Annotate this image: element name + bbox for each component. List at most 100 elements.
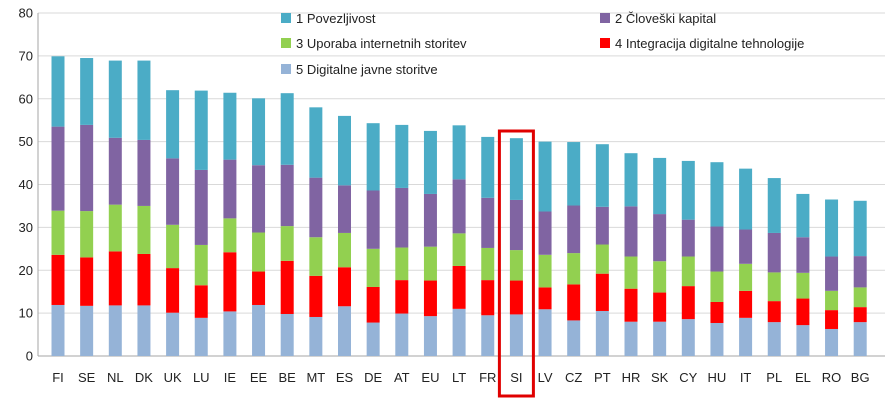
bar-segment-ee-s2: [252, 271, 266, 305]
bar-segment-it-s1: [739, 317, 753, 356]
bar-segment-ee-s1: [252, 304, 266, 356]
bar-segment-de-s1: [366, 322, 380, 356]
bar-segment-si-s4: [509, 199, 523, 251]
bar-segment-hu-s5: [710, 162, 724, 227]
bar-segment-hr-s5: [624, 153, 638, 207]
tick-labels: 0 10 20 30 40 50 60 70 80 FI SE NL DK UK LU IE EE BE MT ES D…: [19, 6, 870, 386]
bar-segment-cy-s5: [681, 160, 695, 220]
bar-segment-es-s3: [338, 232, 351, 268]
bar-segment-ro-s3: [825, 290, 839, 311]
bar-segment-lt-s1: [452, 308, 466, 356]
bar-segment-bg-s4: [853, 256, 867, 288]
y-tick-label: 0: [26, 349, 33, 364]
x-tick-label-cy: CY: [679, 370, 697, 385]
bar-segment-cz-s1: [567, 320, 581, 356]
x-tick-label-pt: PT: [594, 370, 611, 385]
bar-segment-hu-s4: [710, 226, 724, 272]
bar-segment-pl-s3: [767, 272, 781, 302]
x-tick-label-bg: BG: [851, 370, 870, 385]
bar-segment-lu-s4: [194, 169, 208, 245]
x-tick-label-sk: SK: [651, 370, 669, 385]
bar-segment-dk-s3: [137, 205, 151, 254]
bar-segment-sk-s5: [653, 157, 667, 215]
x-tick-label-si: SI: [510, 370, 522, 385]
legend-label-2: 2 Človeški kapital: [615, 11, 716, 26]
bar-segment-el-s3: [796, 272, 810, 299]
bar-segment-ro-s5: [825, 199, 839, 257]
bar-segment-ro-s2: [825, 310, 839, 329]
bar-segment-it-s3: [739, 263, 753, 291]
bar-segment-at-s5: [395, 124, 409, 188]
bar-segment-lv-s4: [538, 211, 552, 255]
bar-segment-ie-s1: [223, 311, 237, 356]
bar-segment-se-s3: [80, 211, 94, 258]
bar-segment-uk-s1: [166, 312, 180, 356]
bar-segment-hu-s3: [710, 271, 724, 302]
bar-segment-si-s3: [509, 250, 523, 281]
x-tick-label-hu: HU: [708, 370, 727, 385]
x-tick-label-lt: LT: [452, 370, 466, 385]
bar-segment-be-s5: [280, 93, 294, 165]
bar-segment-nl-s2: [108, 251, 122, 306]
bar-segment-hr-s2: [624, 288, 638, 322]
bar-segment-nl-s5: [108, 60, 122, 138]
bar-segment-lv-s2: [538, 287, 552, 310]
x-tick-label-lu: LU: [193, 370, 210, 385]
bar-segment-mt-s3: [309, 237, 323, 276]
bar-segment-hr-s4: [624, 206, 638, 257]
bar-segment-fr-s1: [481, 315, 495, 356]
bar-segment-el-s2: [796, 298, 810, 326]
x-tick-label-be: BE: [279, 370, 297, 385]
legend-swatch-1: [281, 13, 291, 23]
bar-segment-cz-s2: [567, 284, 581, 321]
bar-segment-lv-s5: [538, 141, 552, 212]
x-tick-label-dk: DK: [135, 370, 153, 385]
x-tick-label-el: EL: [795, 370, 811, 385]
y-tick-label: 60: [19, 91, 33, 106]
bar-segment-cy-s4: [681, 219, 695, 257]
bar-segment-hr-s1: [624, 321, 638, 356]
bar-segment-se-s5: [80, 58, 94, 125]
bar-segment-it-s5: [739, 168, 753, 230]
bar-segment-de-s4: [366, 190, 380, 249]
x-tick-label-uk: UK: [164, 370, 182, 385]
x-tick-label-it: IT: [740, 370, 752, 385]
x-tick-label-ie: IE: [224, 370, 237, 385]
bar-segment-uk-s3: [166, 224, 180, 269]
bar-segment-el-s5: [796, 193, 810, 238]
bar-segment-fi-s1: [51, 304, 65, 356]
highlight-box-si: [497, 129, 535, 398]
bar-segment-mt-s5: [309, 107, 323, 178]
bar-segment-cy-s3: [681, 256, 695, 287]
bar-segment-dk-s5: [137, 60, 151, 140]
bar-segment-fi-s4: [51, 126, 65, 211]
bar-segment-sk-s1: [653, 321, 667, 356]
x-tick-label-de: DE: [364, 370, 382, 385]
bar-segment-si-s2: [509, 280, 523, 315]
bar-segment-fi-s2: [51, 254, 65, 305]
bar-segment-lt-s5: [452, 125, 466, 180]
bar-segment-eu-s5: [423, 130, 437, 194]
bar-segment-sk-s3: [653, 261, 667, 293]
legend-swatch-4: [600, 38, 610, 48]
bar-segment-cz-s5: [567, 142, 581, 206]
bar-segment-at-s4: [395, 187, 409, 248]
bar-segment-be-s1: [280, 313, 294, 356]
bar-segment-mt-s1: [309, 316, 323, 356]
legend-swatch-5: [281, 64, 291, 74]
y-tick-label: 50: [19, 134, 33, 149]
x-tick-label-es: ES: [336, 370, 354, 385]
bar-segment-be-s4: [280, 164, 294, 227]
y-tick-label: 10: [19, 306, 33, 321]
x-tick-label-eu: EU: [421, 370, 439, 385]
bar-segment-de-s5: [366, 123, 380, 191]
bar-segment-ee-s3: [252, 232, 266, 272]
bar-segment-nl-s3: [108, 204, 122, 252]
bar-segment-cz-s4: [567, 205, 581, 254]
bar-segment-lt-s4: [452, 179, 466, 234]
bar-segment-fr-s3: [481, 247, 495, 281]
bar-segment-ee-s5: [252, 98, 266, 166]
bar-segment-be-s2: [280, 260, 294, 314]
legend-swatch-3: [281, 38, 291, 48]
